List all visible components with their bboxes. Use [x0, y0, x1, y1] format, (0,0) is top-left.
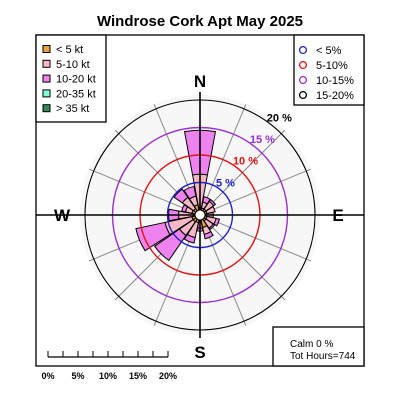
ring-labels: 5 % 10 % 15 % 20 %	[216, 112, 292, 189]
bar-ene-bin2	[205, 205, 216, 215]
total-hours-text: Tot Hours=744	[290, 351, 356, 362]
scale-bar: 0% 5% 10% 15% 20%	[41, 351, 177, 381]
speed-legend-label-2: 5-10 kt	[56, 59, 90, 71]
speed-legend-label-3: 10-20 kt	[56, 74, 96, 86]
scale-label-4: 20%	[159, 371, 177, 381]
ring-legend-label-2: 5-10%	[316, 60, 348, 72]
speed-legend-swatch-3	[42, 74, 51, 83]
speed-legend-swatch-2	[42, 59, 51, 68]
scale-label-1: 5%	[71, 371, 84, 381]
calm-text: Calm 0 %	[290, 339, 333, 350]
compass-south: S	[194, 343, 205, 362]
bar-wsw-bin3	[135, 221, 171, 252]
ring-legend-label-1: < 5%	[316, 45, 342, 57]
ring-label-5pct: 5 %	[216, 177, 235, 189]
bar-nnw-bin3	[183, 185, 197, 200]
ring-legend-marker-4	[298, 90, 308, 100]
speed-legend-label-4: 20-35 kt	[56, 88, 96, 100]
ring-legend-label-3: 10-15%	[316, 75, 354, 87]
speed-legend-label-5: > 35 kt	[56, 103, 89, 115]
bar-sse-bin3	[203, 230, 214, 240]
compass-west: W	[54, 206, 71, 225]
ring-legend-marker-1	[298, 45, 308, 55]
bar-ese-bin3	[213, 217, 221, 227]
calm-center	[194, 209, 206, 221]
speed-legend-swatch-1	[42, 45, 51, 53]
spoke-ese	[204, 216, 312, 262]
ring-legend-label-4: 15-20%	[316, 90, 354, 102]
speed-legend: < 5 kt 5-10 kt 10-20 kt 20-35 kt > 35 kt	[35, 34, 107, 123]
ring-label-10pct: 10 %	[233, 156, 258, 168]
ring-label-15pct: 15 %	[250, 134, 275, 146]
scale-label-0: 0%	[41, 371, 54, 381]
bar-ne-bin3	[208, 198, 217, 207]
bar-nw-bin3	[173, 188, 189, 204]
compass-east: E	[332, 206, 343, 225]
plot-frame	[35, 34, 365, 367]
rose-bars	[135, 129, 221, 262]
speed-legend-swatch-4	[42, 89, 51, 98]
spoke-ene	[204, 168, 312, 214]
spoke-wnw	[88, 168, 196, 214]
spoke-nne	[201, 103, 247, 211]
speed-legend-swatch-5	[42, 104, 51, 113]
spoke-se	[203, 218, 286, 301]
compass-north: N	[194, 72, 206, 91]
bar-ssw-bin3	[183, 233, 196, 244]
speed-legend-label-1: < 5 kt	[56, 44, 83, 56]
bar-sw-bin3	[153, 228, 187, 262]
spoke-ne	[203, 129, 286, 212]
scale-label-3: 15%	[129, 371, 147, 381]
calm-box-frame	[272, 326, 365, 367]
scale-label-2: 10%	[99, 371, 117, 381]
ring-legend-marker-2	[298, 60, 308, 70]
chart-title: Windrose Cork Apt May 2025	[97, 13, 303, 30]
ring-label-20pct: 20 %	[267, 112, 292, 124]
ring-legend: < 5% 5-10% 10-15% 15-20%	[293, 34, 365, 106]
ring-legend-marker-3	[298, 75, 308, 85]
calm-box: Calm 0 % Tot Hours=744	[272, 326, 365, 367]
